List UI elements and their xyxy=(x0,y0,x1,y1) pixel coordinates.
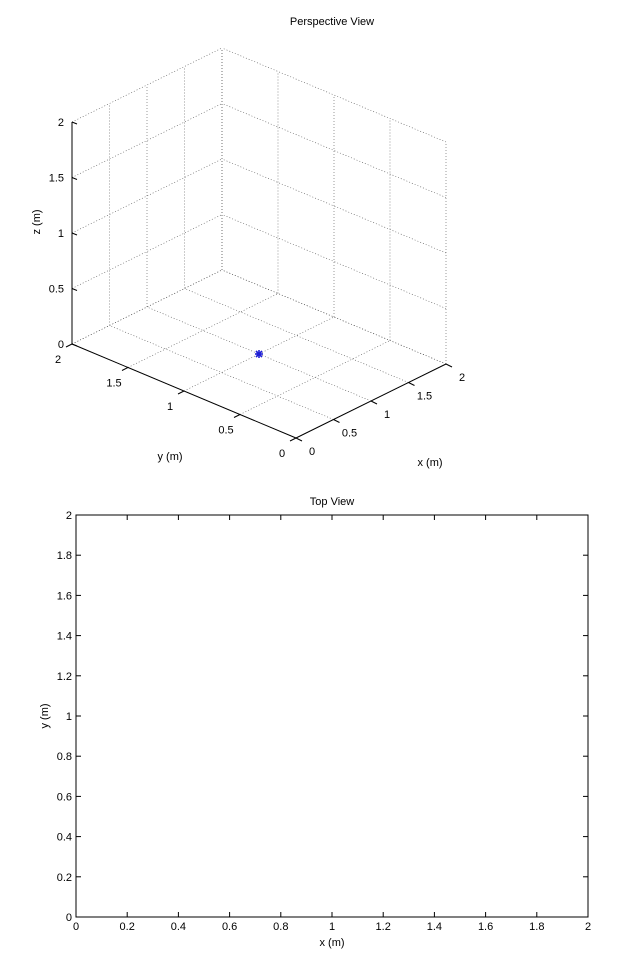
x-tick-mark xyxy=(295,437,303,442)
top-view-title: Top View xyxy=(310,496,354,508)
y-tick-label: 0.5 xyxy=(218,425,233,437)
y-tick-label: 1.4 xyxy=(57,631,72,643)
x-tick-label: 0 xyxy=(309,446,315,458)
y-tick-mark xyxy=(289,437,297,442)
z-tick-mark xyxy=(71,121,78,125)
back-wall-grid-line xyxy=(71,103,223,178)
x-tick-label: 1.2 xyxy=(376,921,391,933)
y-tick-label: 1.5 xyxy=(106,378,121,390)
y-tick-label: 2 xyxy=(66,510,72,522)
top-view-x-axis-label: x (m) xyxy=(319,937,344,949)
floor-grid-line xyxy=(184,288,409,383)
perspective-view-plot: Perspective View 0 0.5 1 1.5 2 0 0.5 1 1.5 2 0 0.5 1… xyxy=(31,16,465,469)
x-tick-label: 1.8 xyxy=(529,921,544,933)
perspective-grid xyxy=(71,47,447,439)
x-tick-label: 0.8 xyxy=(273,921,288,933)
perspective-x-axis-label: x (m) xyxy=(417,457,442,469)
x-tick-label: 2 xyxy=(459,372,465,384)
x-tick-label: 1.6 xyxy=(478,921,493,933)
y-tick-mark xyxy=(233,414,241,418)
perspective-view-title: Perspective View xyxy=(290,16,374,28)
floor-grid-line xyxy=(239,340,391,415)
x-tick-mark xyxy=(370,400,378,405)
x-tick-label: 0 xyxy=(73,921,79,933)
y-tick-label: 0.4 xyxy=(57,832,72,844)
perspective-data-points xyxy=(255,350,263,358)
x-tick-mark xyxy=(333,419,340,423)
back-wall-grid-line xyxy=(71,158,223,234)
x-tick-label: 0.2 xyxy=(120,921,135,933)
x-tick-label: 1 xyxy=(329,921,335,933)
y-tick-label: 1.6 xyxy=(57,590,72,602)
y-tick-label: 2 xyxy=(55,354,61,366)
y-tick-label: 1 xyxy=(66,711,72,723)
y-tick-label: 0.6 xyxy=(57,791,72,803)
y-tick-label: 0 xyxy=(279,448,285,460)
y-tick-label: 1.2 xyxy=(57,671,72,683)
y-tick-label: 1.8 xyxy=(57,550,72,562)
x-tick-label: 1 xyxy=(384,409,390,421)
top-view-y-axis-label: y (m) xyxy=(39,703,51,728)
marker-stroke xyxy=(255,350,263,358)
y-tick-mark xyxy=(65,343,73,348)
z-tick-mark xyxy=(71,177,78,180)
x-tick-label: 1.4 xyxy=(427,921,442,933)
y-tick-label: 0.8 xyxy=(57,751,72,763)
top-view-ticks: 0 0.2 0.4 0.6 0.8 1 1.2 1.4 1.6 1.8 2 0 0.2 0.4 0.6 0.8… xyxy=(57,510,591,933)
floor-grid-line xyxy=(183,316,335,392)
x-tick-label: 0.4 xyxy=(171,921,186,933)
y-tick-mark xyxy=(121,367,129,371)
x-tick-label: 0.6 xyxy=(222,921,237,933)
x-tick-label: 2 xyxy=(585,921,591,933)
z-tick-label: 0.5 xyxy=(49,284,64,296)
z-tick-label: 1.5 xyxy=(49,173,64,185)
z-tick-label: 0 xyxy=(58,339,64,351)
y-tick-label: 0.2 xyxy=(57,872,72,884)
z-tick-mark xyxy=(71,343,78,347)
y-tick-label: 1 xyxy=(167,401,173,413)
perspective-tick-labels: 0 0.5 1 1.5 2 0 0.5 1 1.5 2 0 0.5 1 1.5 2 xyxy=(49,117,465,460)
z-tick-mark xyxy=(71,232,78,236)
floor-grid-line xyxy=(109,325,334,420)
side-wall-grid-line xyxy=(221,103,447,198)
x-tick-mark xyxy=(445,363,453,368)
z-tick-label: 1 xyxy=(58,228,64,240)
floor-grid-line xyxy=(127,293,279,368)
top-view-axes-box xyxy=(75,514,589,918)
z-tick-mark xyxy=(71,288,78,291)
x-tick-mark xyxy=(408,382,415,386)
side-wall-grid-line xyxy=(221,214,447,309)
perspective-z-axis-label: z (m) xyxy=(31,209,43,234)
back-wall-grid-line xyxy=(71,214,223,289)
top-view-plot: Top View 0 0.2 0.4 0.6 0.8 1 1.2 1.4 1.6 1.8 2 0 0.2… xyxy=(39,496,591,949)
perspective-y-axis-label: y (m) xyxy=(157,451,182,463)
z-tick-label: 2 xyxy=(58,117,64,129)
x-tick-label: 1.5 xyxy=(417,391,432,403)
y-tick-label: 0 xyxy=(66,912,72,924)
y-tick-mark xyxy=(177,390,185,395)
back-wall-grid-line xyxy=(71,269,223,345)
perspective-axes xyxy=(65,121,453,442)
data-point-marker xyxy=(255,350,263,358)
back-wall-grid-line xyxy=(71,47,223,123)
x-tick-label: 0.5 xyxy=(342,428,357,440)
